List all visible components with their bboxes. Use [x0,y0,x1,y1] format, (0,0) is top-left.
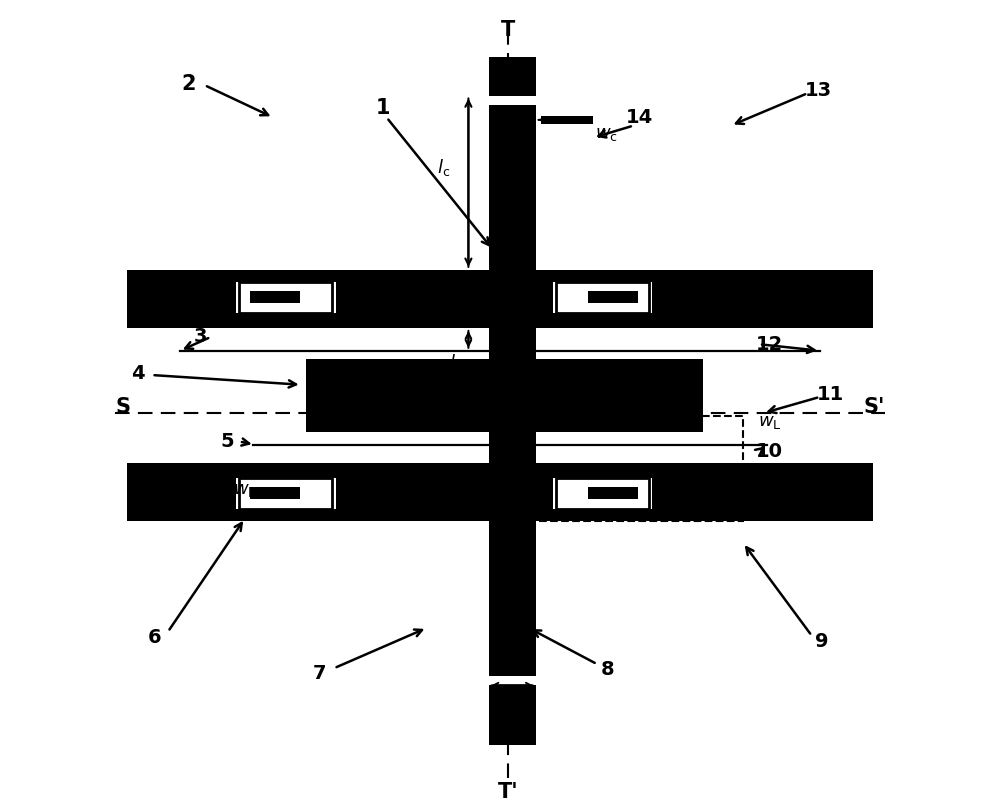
Bar [540,116,593,124]
Text: 1: 1 [375,98,390,117]
Text: 4: 4 [131,364,145,383]
Text: 12: 12 [756,335,783,354]
Text: $w_\mathrm{l}$: $w_\mathrm{l}$ [233,481,252,499]
Text: 3: 3 [194,327,207,347]
Text: 13: 13 [805,81,832,100]
Text: S': S' [863,397,885,416]
Bar [487,676,521,685]
Text: 9: 9 [815,632,828,651]
Bar [236,478,336,509]
Bar [518,96,537,105]
Bar [127,463,873,521]
Bar [556,282,649,313]
Text: 5: 5 [220,432,234,451]
Text: $w_\mathrm{L}$: $w_\mathrm{L}$ [758,413,781,431]
Text: P2: P2 [839,290,864,308]
Text: 2: 2 [181,75,195,94]
Bar [250,291,300,304]
Bar [518,676,537,685]
Bar [250,496,300,500]
Text: 7: 7 [313,664,326,684]
Text: 6: 6 [147,628,161,647]
Bar [250,487,300,500]
Bar [489,57,519,745]
Text: P1': P1' [130,483,161,501]
Bar [588,487,638,500]
Text: $l_\mathrm{c}$: $l_\mathrm{c}$ [437,157,450,178]
Bar [528,416,743,521]
Text: S: S [115,397,130,416]
Text: P2': P2' [839,483,870,501]
Bar [588,291,638,304]
Text: 8: 8 [601,660,615,680]
Bar [519,57,536,745]
Bar [236,282,336,313]
Bar [306,395,702,432]
Bar [239,282,332,313]
Bar [556,478,649,509]
Text: P1: P1 [136,290,161,308]
Bar [553,282,652,313]
Bar [127,270,873,328]
Bar [250,300,300,304]
Text: $l_\mathrm{l}$: $l_\mathrm{l}$ [449,352,459,373]
Text: $s_\mathrm{1}$: $s_\mathrm{1}$ [489,629,508,646]
Bar [306,359,702,395]
Text: 10: 10 [756,441,783,461]
Text: T: T [501,20,515,40]
Bar [487,96,521,105]
Bar [239,478,332,509]
Text: $l_\mathrm{L}$: $l_\mathrm{L}$ [378,412,392,433]
Text: $w_\mathrm{c}$: $w_\mathrm{c}$ [595,125,618,143]
Text: 14: 14 [626,108,653,127]
Bar [553,478,652,509]
Text: T': T' [498,782,518,802]
Text: 11: 11 [817,385,844,404]
